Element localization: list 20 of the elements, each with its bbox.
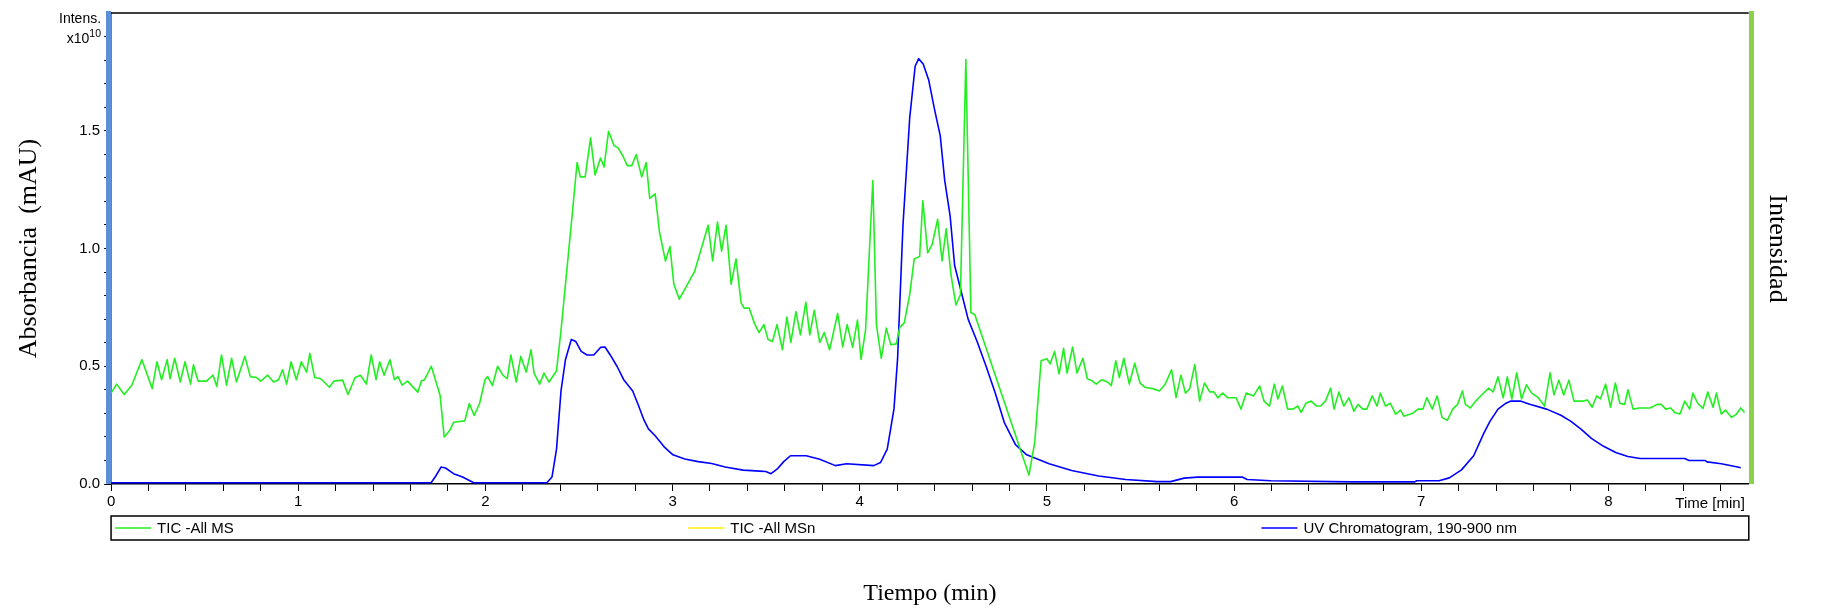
y-tick-label: 1.0	[79, 238, 101, 256]
legend-label: UV Chromatogram, 190-900 nm	[1303, 519, 1517, 537]
legend-label: TIC -All MS	[157, 519, 234, 537]
text: Time [min]	[1675, 494, 1745, 511]
y2-axis-title: Intensidad	[1763, 194, 1793, 303]
x-tick-label: 2	[481, 492, 490, 510]
y-tick-label: 0.5	[79, 356, 101, 374]
x-tick-label: 8	[1604, 492, 1613, 510]
x-tick-label: 0	[106, 492, 116, 510]
x-tick-label: 1	[294, 492, 303, 510]
x-tick-label: 3	[668, 492, 677, 510]
x-tick-label: 5	[1042, 492, 1052, 510]
y-tick-label: 0.0	[79, 474, 101, 492]
x-axis-title: Tiempo (min)	[863, 579, 997, 605]
y-axis-title: Absorbancia (mAU)	[13, 138, 43, 359]
x-tick-label: 7	[1417, 492, 1426, 510]
y-tick-label: 1.5	[79, 120, 101, 138]
x-tick-label: 6	[1229, 492, 1239, 510]
x-tick-label: 4	[855, 492, 864, 510]
legend-label: TIC -All MSn	[730, 519, 816, 537]
